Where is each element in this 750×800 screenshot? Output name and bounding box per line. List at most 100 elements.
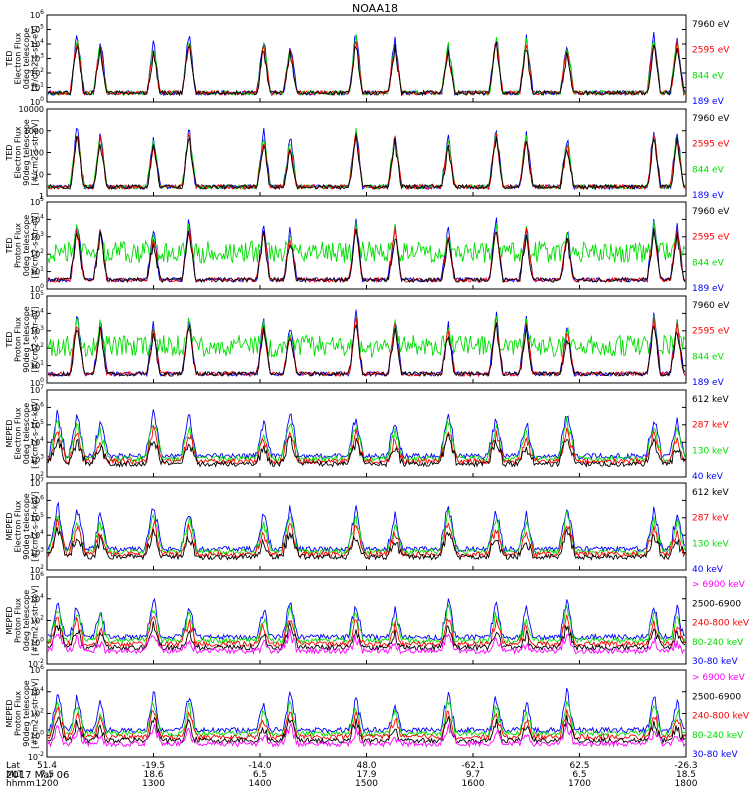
y-axis-label: MEPED Proton Flux 90deg telescope [#/cm2-s-… [5,678,40,749]
y-label-line: Proton Flux [14,598,23,643]
y-tick-label: 10 [34,170,44,179]
y-label-line: Electron Flux [14,126,23,178]
y-tick-label: 104 [30,307,44,318]
x-tick-label: 62.5 [569,761,589,771]
y-axis-label: MEPED Proton Flux 0deg telescope [#/cm2-s-s… [5,585,40,656]
series-trace [47,628,686,656]
series-trace [47,614,686,648]
traces [47,127,686,191]
y-tick-label: 107 [30,477,44,488]
legend-entry: 30-80 keV [692,750,738,760]
y-tick-label: 101 [30,82,44,93]
y-label-line: MEPED [5,607,14,635]
y-label-line: MEPED [5,513,14,541]
traces [47,687,686,749]
legend-entry: 189 eV [692,191,725,201]
series-trace [47,597,686,642]
traces [47,501,686,561]
legend-entry: 612 keV [692,488,729,498]
y-label-line: [#/cm2-s-str-eV] [31,25,40,91]
y-label-line: Proton Flux [14,691,23,736]
series-trace [47,604,686,645]
x-tick-label: 1600 [462,779,485,789]
legend-entry: 7960 eV [692,20,730,30]
x-row-label: hhmm [6,779,35,789]
legend-entry: 612 keV [692,395,729,405]
y-label-line: 0deg telescope [22,215,31,276]
y-label-line: Proton Flux [14,317,23,362]
series-trace [47,315,686,359]
series-trace [47,227,686,284]
x-tick-label: -62.1 [461,761,484,771]
y-label-line: 0deg telescope [22,28,31,89]
panel-2: 1 10 100 1000 10000 TED Electron Flux 90deg tel… [5,105,730,201]
y-label-line: 90deg telescope [22,306,31,373]
y-label-line: [#/cm2-s-str-keV] [31,678,40,749]
legend-entry: 2500-6900 [692,692,741,702]
x-tick-label: 1800 [675,779,698,789]
x-tick-label: 1400 [249,779,272,789]
y-label-line: Electron Flux [14,500,23,552]
y-tick-label: 103 [30,454,44,465]
y-tick-label: 1000 [24,127,44,136]
y-tick-label: 104 [30,436,44,447]
series-trace [47,518,686,559]
series-trace [47,41,686,97]
legend-entry: 240-800 keV [692,712,750,722]
y-tick-label: 103 [30,231,44,242]
x-tick-label: 7.5 [40,770,54,780]
legend-entry: 130 keV [692,446,729,456]
legend-entry: 844 eV [692,71,725,81]
legend-entry: 30-80 keV [692,657,738,667]
legend-entry: 189 eV [692,97,725,107]
legend-entry: 844 eV [692,165,725,175]
y-label-line: [#/cm2-s-str-keV] [31,585,40,656]
y-tick-label: 100 [30,377,44,388]
y-tick-label: 106 [30,571,44,582]
x-row-label: Lat [6,761,21,771]
panel-5: 102 103 104 105 106 107 MEPED Electron Flux 0deg… [5,384,729,482]
y-tick-label: 105 [30,196,44,207]
legend-entry: 2500-6900 [692,599,741,609]
y-tick-label: 1 [39,192,44,201]
x-tick-label: 6.5 [572,770,586,780]
y-tick-label: 102 [30,708,44,719]
y-tick-label: 10-2 [28,751,44,762]
y-axis-label: MEPED Electron Flux 90deg telescope [#/cm2-… [5,491,40,562]
y-tick-label: 103 [30,325,44,336]
y-tick-label: 10000 [19,105,44,114]
traces [47,597,686,656]
x-tick-label: 17.9 [356,770,376,780]
panel-8: 10-2 100 102 104 106 MEPED Proton Flux 90deg te… [5,664,750,762]
y-tick-label: 102 [30,471,44,482]
legend-entry: 2595 eV [692,140,730,150]
y-label-line: 0deg telescope [22,590,31,651]
x-tick-label: 51.4 [37,761,57,771]
chart-title: NOAA18 [352,2,398,15]
y-tick-label: 102 [30,342,44,353]
y-label-line: TED [5,237,14,254]
panel-frame [46,14,687,103]
legend-entry: 844 eV [692,352,725,362]
y-axis-label: TED Proton Flux 0deg telescope [#/cm2-s-str… [5,212,40,278]
legend-entry: 80-240 keV [692,638,744,648]
y-tick-label: 104 [30,213,44,224]
x-tick-label: 18.6 [143,770,163,780]
panel-frame [46,108,687,197]
legend-entry: > 6900 keV [692,673,746,683]
y-tick-label: 103 [30,547,44,558]
series-trace [47,714,686,745]
series-trace [47,31,686,97]
y-label-line: MEPED [5,700,14,728]
y-label-line: TED [5,144,14,161]
x-tick-label: 6.5 [253,770,267,780]
y-tick-label: 107 [30,384,44,395]
legend-entry: 2595 eV [692,46,730,56]
x-tick-label: -19.5 [142,761,165,771]
legend-entry: 287 keV [692,421,729,431]
panel-frame [46,389,687,478]
y-label-line: [#/cm2-s-str-eV] [31,306,40,372]
y-tick-label: 105 [30,24,44,35]
traces [47,31,686,97]
